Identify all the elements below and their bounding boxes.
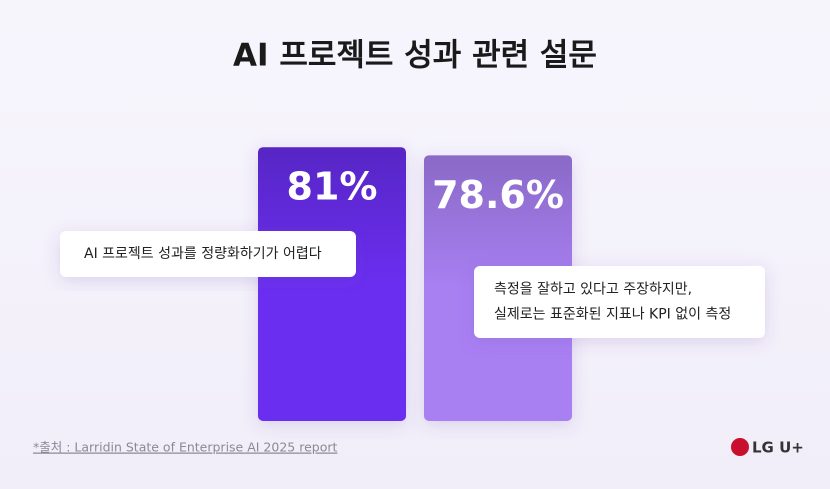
chart-title: AI 프로젝트 성과 관련 설문 — [233, 38, 597, 74]
annotation-text: 실제로는 표준화된 지표나 KPI 없이 측정 — [494, 307, 731, 323]
logo: LG U+ — [752, 439, 804, 457]
annotation-box — [474, 266, 765, 338]
logo-mark — [731, 438, 749, 456]
annotation-text: AI 프로젝트 성과를 정량화하기가 어렵다 — [84, 246, 322, 262]
annotation-text: 측정을 잘하고 있다고 주장하지만, — [494, 282, 692, 298]
value-label: 81% — [287, 165, 378, 209]
annotation-box — [60, 231, 356, 277]
source: *출처 : Larridin State of Enterprise AI 20… — [33, 440, 337, 455]
bars: 81% 78.6% — [258, 147, 572, 421]
bar-shade — [424, 155, 572, 289]
value-label: 78.6% — [432, 173, 564, 217]
